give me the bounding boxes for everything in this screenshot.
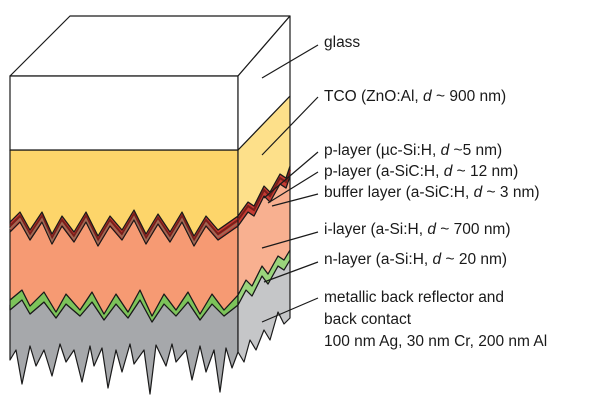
leader-i [261, 231, 319, 249]
tco-side [237, 95, 291, 217]
label-back-contact-line1: metallic back reflector and [324, 289, 505, 306]
glass-layer [9, 15, 291, 151]
i-layer [9, 175, 291, 317]
leader-buffer [271, 193, 319, 207]
leader-glass [261, 44, 319, 79]
label-buffer-layer: buffer layer (a-SiC:H, d ~ 3 nm) [324, 184, 540, 201]
label-glass: glass [324, 34, 361, 51]
buffer-band [9, 215, 239, 245]
glass-front [9, 75, 239, 151]
label-p-layer-1: p-layer (µc-Si:H, d ~5 nm) [324, 142, 503, 159]
label-back-contact-line3: 100 nm Ag, 30 nm Cr, 200 nm Al [324, 333, 548, 350]
leader-tco [261, 96, 319, 156]
leader-n [263, 261, 319, 283]
tco-front [9, 149, 239, 237]
leader-back [261, 297, 319, 323]
p-side-band [237, 169, 291, 221]
label-n-layer: n-layer (a-Si:H, d ~ 20 nm) [324, 251, 508, 268]
p-layer-2-band [9, 211, 239, 243]
label-back-contact-line2: back contact [324, 311, 412, 328]
glass-side [237, 15, 291, 151]
label-i-layer: i-layer (a-Si:H, d ~ 700 nm) [324, 221, 511, 238]
leader-p1 [263, 151, 319, 199]
leader-p2 [267, 171, 319, 204]
label-p-layer-2: p-layer (a-SiC:H, d ~ 12 nm) [324, 163, 519, 180]
tco-layer [9, 95, 291, 237]
label-tco: TCO (ZnO:Al, d ~ 900 nm) [324, 88, 507, 105]
leader-lines [261, 44, 319, 323]
